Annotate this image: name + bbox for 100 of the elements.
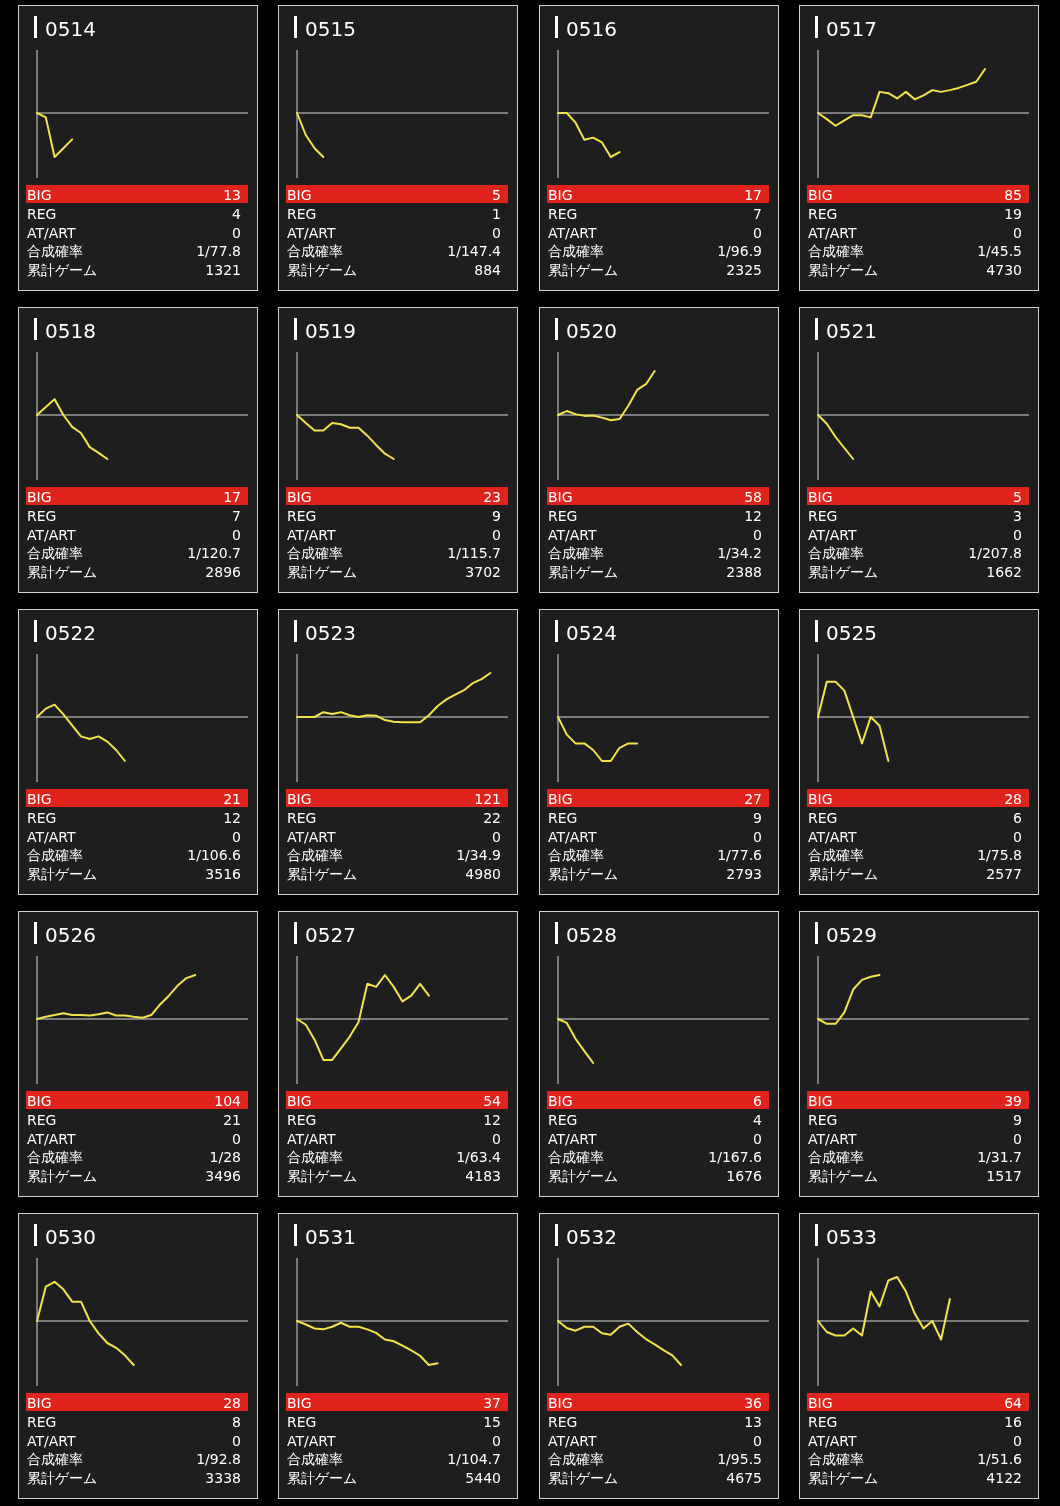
text: 累計ゲーム (548, 866, 618, 883)
text: 0 (492, 828, 501, 845)
text: 1/115.7 (447, 545, 501, 562)
text: AT/ART (27, 828, 77, 845)
text: BIG (27, 489, 52, 505)
text: REG (27, 205, 57, 222)
text: BIG (27, 791, 52, 807)
text: AT/ART (548, 1130, 598, 1147)
text: 累計ゲーム (548, 564, 618, 581)
text: BIG (27, 187, 52, 203)
text: 合成確率 (287, 1451, 343, 1468)
text: AT/ART (548, 224, 598, 241)
text: 0 (492, 526, 501, 543)
text: 合成確率 (808, 1451, 864, 1468)
text: 0 (753, 1130, 762, 1147)
text: 3 (1013, 507, 1022, 524)
text: 1/95.5 (717, 1451, 762, 1468)
text: REG (548, 507, 578, 524)
text: AT/ART (548, 828, 598, 845)
text: 合成確率 (548, 545, 604, 562)
text: 9 (753, 809, 762, 826)
text: 1/31.7 (977, 1149, 1022, 1166)
text: 1/34.2 (717, 545, 762, 562)
text: 1/77.8 (196, 243, 241, 260)
text: 0 (232, 526, 241, 543)
text: 0 (232, 828, 241, 845)
text: REG (27, 1111, 57, 1128)
text: 4 (232, 205, 242, 222)
text: 0 (492, 224, 501, 241)
text: 5440 (465, 1470, 501, 1487)
text: AT/ART (27, 1432, 77, 1449)
text: 合成確率 (808, 243, 864, 260)
text: 合成確率 (548, 243, 604, 260)
text: 1/96.9 (717, 243, 762, 260)
text: AT/ART (808, 224, 858, 241)
text: 3516 (205, 866, 242, 883)
chart-title: 0525 (826, 621, 877, 645)
text: 1517 (986, 1168, 1022, 1185)
text: 4183 (465, 1168, 501, 1185)
text: AT/ART (808, 1432, 858, 1449)
text: AT/ART (27, 526, 77, 543)
text: 0 (1013, 1130, 1022, 1147)
text: BIG (548, 1093, 573, 1109)
text: REG (808, 1413, 838, 1430)
text: 累計ゲーム (27, 564, 97, 581)
text: AT/ART (287, 224, 337, 241)
text: BIG (548, 489, 573, 505)
text: 1/51.6 (977, 1451, 1023, 1468)
text: REG (287, 507, 317, 524)
text: 12 (744, 507, 762, 524)
text: AT/ART (548, 526, 598, 543)
text: 2388 (726, 564, 762, 581)
text: AT/ART (287, 828, 337, 845)
text: BIG (808, 187, 833, 203)
text: 1/92.8 (196, 1451, 241, 1468)
text: 合成確率 (27, 545, 83, 562)
text: REG (548, 205, 578, 222)
text: 1/34.9 (456, 847, 501, 864)
chart-title: 0530 (45, 1225, 96, 1249)
text: BIG (548, 791, 573, 807)
text: REG (808, 1111, 838, 1128)
text: 4980 (465, 866, 501, 883)
text: 27 (744, 791, 762, 807)
text: 85 (1004, 187, 1022, 203)
text: 合成確率 (808, 1149, 864, 1166)
text: 0 (753, 526, 762, 543)
text: BIG (808, 489, 833, 505)
text: AT/ART (808, 526, 858, 543)
chart-title: 0528 (566, 923, 617, 947)
text: 合成確率 (548, 1149, 604, 1166)
text: AT/ART (808, 828, 858, 845)
text: 0 (753, 828, 762, 845)
text: 104 (214, 1093, 242, 1109)
chart-title: 0526 (45, 923, 96, 947)
text: REG (808, 507, 838, 524)
text: 合成確率 (808, 545, 864, 562)
text: 2325 (726, 262, 762, 279)
chart-title: 0519 (305, 319, 356, 343)
text: 17 (223, 489, 241, 505)
text: REG (548, 1413, 578, 1430)
text: 1/120.7 (187, 545, 241, 562)
text: BIG (27, 1093, 52, 1109)
text: BIG (287, 489, 312, 505)
text: 36 (744, 1395, 763, 1411)
text: 4 (753, 1111, 763, 1128)
text: 累計ゲーム (287, 1168, 357, 1185)
text: 58 (744, 489, 762, 505)
text: 0 (492, 1432, 501, 1449)
text: 4675 (726, 1470, 762, 1487)
chart-title: 0532 (566, 1225, 617, 1249)
text: 1/104.7 (447, 1451, 501, 1468)
text: 54 (483, 1093, 502, 1109)
text: 0 (232, 1432, 241, 1449)
text: 累計ゲーム (287, 564, 357, 581)
text: 合成確率 (287, 1149, 343, 1166)
text: 28 (1004, 791, 1022, 807)
text: REG (287, 809, 317, 826)
chart-title: 0524 (566, 621, 617, 645)
text: 累計ゲーム (287, 866, 357, 883)
text: 合成確率 (27, 847, 83, 864)
